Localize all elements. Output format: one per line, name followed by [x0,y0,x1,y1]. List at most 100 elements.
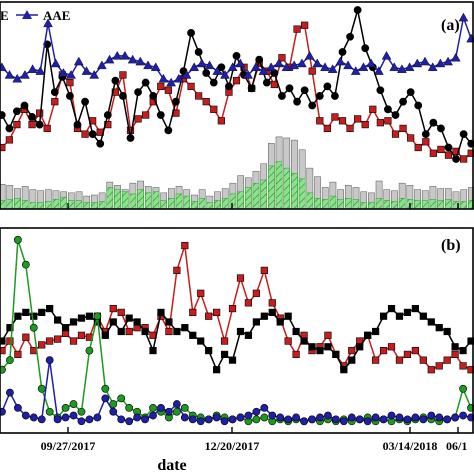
point-triangle-series [327,64,338,73]
point-triangle-series [350,66,361,75]
point-triangle-series [135,56,146,66]
point-triangle-series [312,58,323,68]
bar-green [21,200,29,210]
point-triangle-series [297,58,307,68]
point-circle-series-3 [268,411,277,420]
bar-green [444,199,452,210]
point-square-series-1 [308,343,316,351]
panel-b-x-axis-label: date [157,457,186,474]
point-square-series-1 [236,327,245,336]
point-triangle-series [335,56,346,66]
point-circle-series-3 [435,413,444,422]
bar-green [144,192,152,210]
point-triangle-series [420,56,430,66]
point-circle-series [88,130,97,139]
bar-green [75,200,83,210]
point-circle-series [20,101,29,110]
point-square-series [232,77,241,85]
point-square-series [316,117,324,125]
point-square-series-0 [189,308,197,317]
point-circle-series [391,111,400,119]
point-square-series-0 [260,266,268,274]
point-triangle-series [35,66,46,75]
point-square-series [452,147,460,155]
bar-green [306,192,314,210]
bar-green [298,178,306,210]
point-circle-series-3 [260,403,269,412]
point-square-series-0 [54,335,62,343]
point-square-series [5,136,13,144]
point-triangle-series [66,70,76,79]
point-circle-series-2 [13,235,22,244]
x-tick-label: 09/27/2017 [41,439,96,453]
point-triangle-series [358,62,369,71]
point-square-series-0 [205,312,213,320]
point-circle-series-3 [395,413,404,422]
point-square-series-0 [443,356,451,364]
point-circle-series-2 [180,403,189,412]
point-circle-series-3 [29,413,38,422]
point-circle-series-3 [133,413,142,422]
point-square-series-0 [38,341,46,349]
point-square-series [0,143,6,152]
point-square-series-0 [292,350,300,359]
point-circle-series [315,92,324,100]
point-triangle-series [235,58,246,68]
point-triangle-series [127,54,138,64]
point-square-series-1 [6,324,14,332]
point-square-series-1 [292,327,300,336]
point-circle-series [225,82,233,91]
point-square-series-0 [427,366,435,374]
point-square-series-0 [109,304,117,313]
bar-green [398,197,406,210]
point-square-series [51,98,59,106]
point-square-series-1 [69,318,78,326]
point-triangle-series [227,62,238,71]
bar-green [114,189,121,210]
point-circle-series-2 [125,403,134,412]
panel-a-frame [0,1,474,210]
point-square-series [422,138,430,146]
point-square-series [331,113,339,121]
point-square-series [429,149,437,157]
point-square-series-0 [372,356,380,364]
point-circle-series [262,78,271,87]
bar-green [391,201,398,210]
point-circle-series [28,113,36,121]
bar-green [383,200,391,210]
point-circle-series-3 [220,417,229,426]
panel-b-x-ticks: 09/27/2017 12/20/2017 03/14/2018 06/1 [41,203,467,453]
point-square-series-1 [332,350,340,359]
point-circle-series-3 [276,413,285,422]
point-square-series-0 [236,274,245,282]
point-triangle-series [412,58,423,68]
point-square-series-1 [435,324,443,332]
point-square-series [111,88,119,96]
point-circle-series-3 [387,411,396,420]
point-circle-series-3 [355,415,364,424]
point-circle-series-3 [165,407,173,416]
point-square-series-0 [451,350,459,359]
point-square-series-1 [133,318,141,326]
point-square-series-1 [300,337,308,345]
point-square-series-0 [77,331,86,339]
point-circle-series [187,29,195,37]
bar-green [14,197,21,210]
point-circle-series [111,76,120,85]
point-circle-series-3 [300,417,308,426]
point-circle-series [278,92,286,100]
bar-green [260,179,268,210]
point-square-series-1 [467,337,474,345]
point-circle-series [81,97,89,106]
point-circle-series-3 [85,415,94,424]
point-triangle-series [289,60,300,70]
bar-green [352,199,360,210]
panel-a: E AAE (a) [0,1,474,210]
bar-green [160,200,168,210]
point-square-series [346,124,354,133]
point-circle-series-2 [101,384,110,393]
bar-green [344,197,352,210]
bar-green [106,187,114,210]
point-square-series [43,124,51,133]
point-triangle-series [320,62,330,71]
